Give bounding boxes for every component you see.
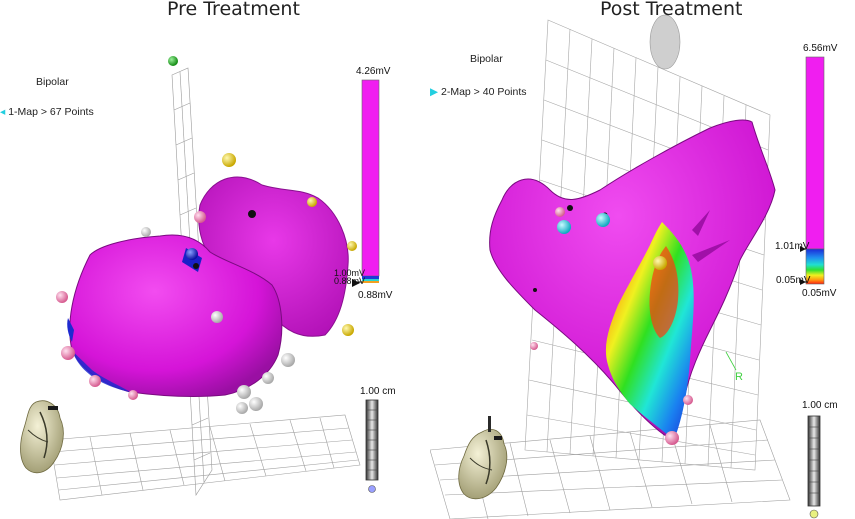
point-markers-right bbox=[530, 207, 693, 445]
map-label: ◂ 1-Map > 67 Points bbox=[0, 106, 94, 118]
post-treatment-title: Post Treatment bbox=[600, 0, 743, 20]
scale-mid-label: 0.88mV bbox=[334, 276, 366, 286]
pre-treatment-title: Pre Treatment bbox=[167, 0, 300, 20]
ruler-label: 1.00 cm bbox=[360, 386, 396, 397]
mode-label: Bipolar bbox=[36, 76, 69, 88]
scar-spot bbox=[248, 210, 256, 218]
point-markers bbox=[56, 56, 357, 414]
reference-marker bbox=[649, 14, 681, 70]
map-label-text: 1-Map > 67 Points bbox=[8, 106, 94, 118]
scale-mid-overlap-label: 1.00mV bbox=[334, 268, 366, 278]
floor-grid bbox=[49, 414, 361, 501]
map-marker-icon-right: ▶ bbox=[430, 86, 439, 98]
mode-label-right: Bipolar bbox=[470, 53, 503, 65]
map-label-right-text: 2-Map > 40 Points bbox=[441, 86, 527, 98]
axis-letter: R bbox=[735, 371, 743, 383]
scale-min-label-right: 0.05mV bbox=[802, 288, 837, 299]
map-pointer-icon bbox=[352, 279, 360, 287]
scale-min-label: 0.88mV bbox=[358, 290, 393, 301]
scale-max-label: 4.26mV bbox=[356, 66, 391, 77]
heart-model-icon bbox=[20, 400, 64, 474]
pre-treatment-scene bbox=[20, 56, 380, 501]
ruler-label-right: 1.00 cm bbox=[802, 400, 838, 411]
post-treatment-scene: R bbox=[430, 14, 825, 519]
scale-ruler-right bbox=[807, 415, 821, 507]
heart-model-icon-right bbox=[458, 416, 508, 500]
map-label-right: ▶ 2-Map > 40 Points bbox=[430, 86, 527, 98]
scale-max-label-right: 6.56mV bbox=[803, 43, 838, 54]
pre-treatment-panel: Pre Treatment Bipolar ◂ 1-Map > 67 Point… bbox=[0, 0, 396, 501]
voltage-colorbar bbox=[361, 79, 380, 277]
voltage-colorbar-right bbox=[805, 56, 825, 250]
scale-low-label-right: 0.05mV bbox=[776, 275, 811, 286]
post-treatment-panel: R Post Treatment Bipolar ▶ 2-Map > 40 Po… bbox=[430, 0, 855, 519]
scale-mid-label-right: 1.01mV bbox=[775, 241, 810, 252]
map-marker-icon: ◂ bbox=[0, 106, 6, 118]
